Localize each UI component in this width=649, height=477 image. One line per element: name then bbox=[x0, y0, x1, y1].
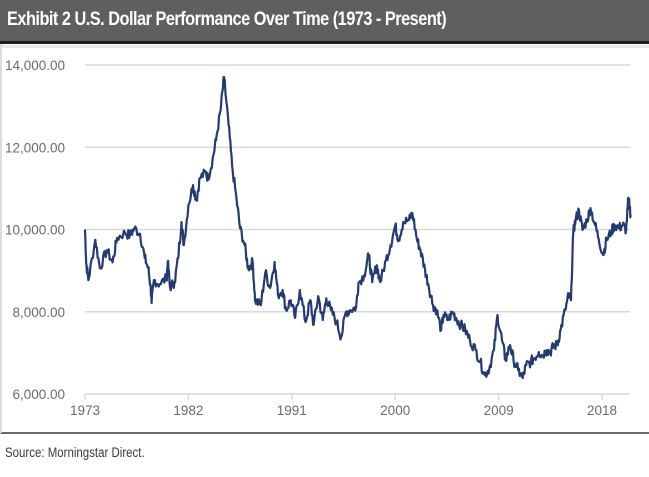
chart-title: Exhibit 2 U.S. Dollar Performance Over T… bbox=[7, 9, 447, 30]
x-tick-label: 1982 bbox=[173, 403, 203, 418]
y-tick-label: 14,000.00 bbox=[5, 58, 65, 73]
y-tick-label: 10,000.00 bbox=[5, 223, 65, 238]
x-tick-label: 2000 bbox=[380, 403, 410, 418]
y-tick-label: 12,000.00 bbox=[5, 140, 65, 155]
series-line-us-dollar bbox=[83, 75, 632, 380]
x-tick-label: 2018 bbox=[587, 403, 617, 418]
y-tick-label: 6,000.00 bbox=[12, 387, 65, 402]
x-tick-label: 2009 bbox=[484, 403, 514, 418]
source-note: Source: Morningstar Direct. bbox=[5, 445, 145, 460]
title-bar: Exhibit 2 U.S. Dollar Performance Over T… bbox=[0, 0, 649, 44]
chart-frame bbox=[0, 44, 649, 434]
x-tick-label: 1973 bbox=[70, 403, 100, 418]
chart-svg: 6,000.00 8,000.00 10,000.00 12,000.00 14,000… bbox=[5, 58, 632, 418]
y-tick-label: 8,000.00 bbox=[12, 305, 65, 320]
x-tick-label: 1991 bbox=[277, 403, 307, 418]
